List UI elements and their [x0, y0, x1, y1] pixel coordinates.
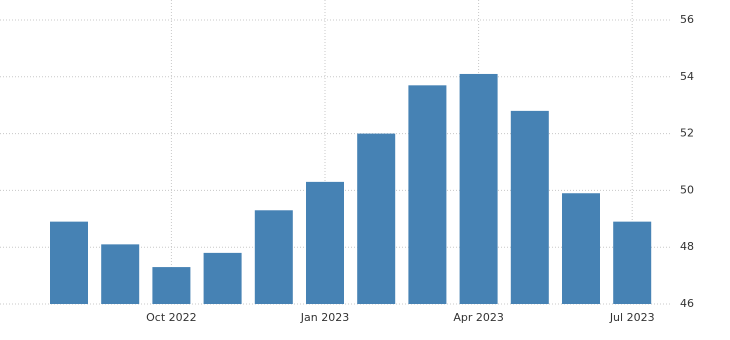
- bar: [203, 252, 242, 304]
- x-tick-label: Apr 2023: [453, 311, 504, 324]
- y-tick-label: 50: [680, 183, 694, 196]
- bar: [459, 73, 498, 305]
- y-tick-label: 56: [680, 13, 694, 26]
- bar: [562, 193, 600, 304]
- x-tick-label: Jul 2023: [609, 311, 655, 324]
- bar: [613, 221, 652, 304]
- y-tick-label: 52: [680, 127, 694, 140]
- bar: [510, 110, 549, 304]
- bar: [408, 85, 447, 304]
- bar: [101, 244, 140, 304]
- y-tick-label: 46: [680, 297, 694, 310]
- x-tick-label: Jan 2023: [300, 311, 349, 324]
- bar: [254, 210, 293, 304]
- bar: [50, 221, 88, 304]
- y-tick-label: 48: [680, 240, 694, 253]
- y-tick-label: 54: [680, 70, 694, 83]
- bar: [152, 267, 191, 304]
- bar: [306, 181, 344, 304]
- x-tick-label: Oct 2022: [146, 311, 197, 324]
- bar: [357, 133, 396, 304]
